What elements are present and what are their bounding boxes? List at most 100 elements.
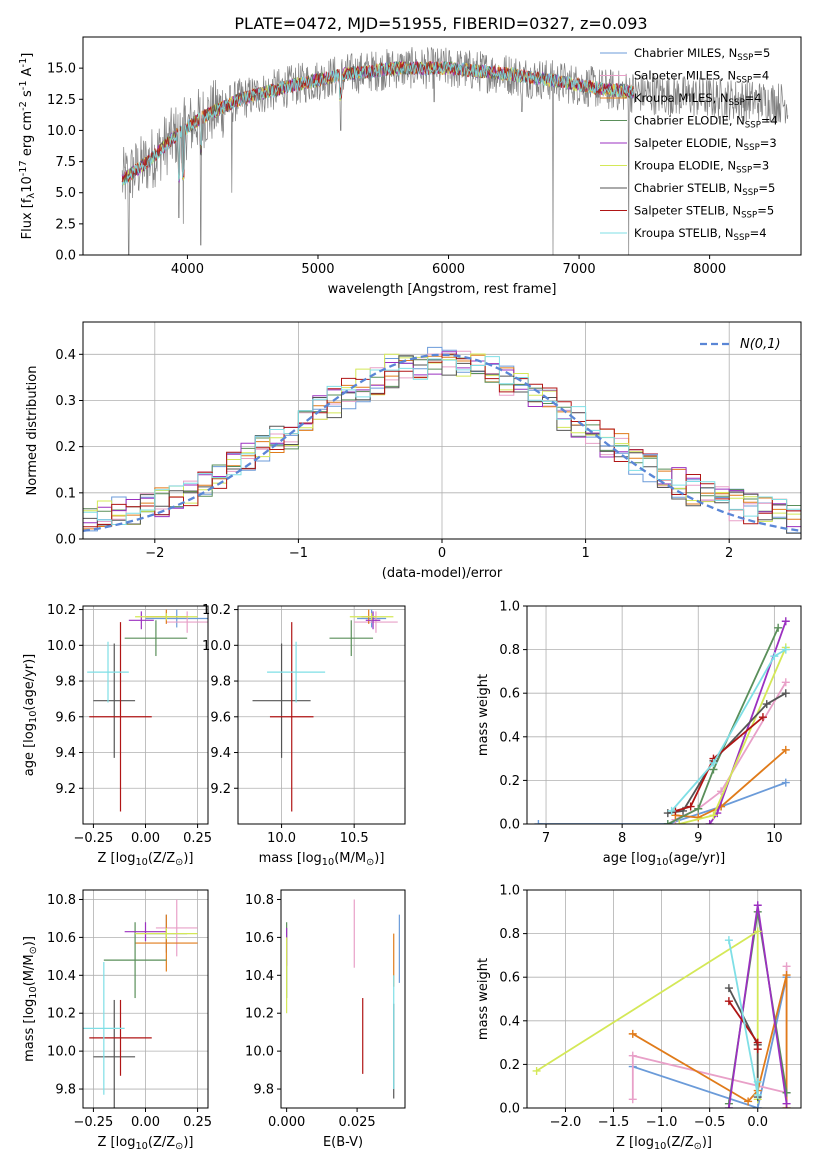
y-tick-label: 10.6 <box>47 931 76 946</box>
series-marker <box>758 713 767 722</box>
y-tick-label: 10.2 <box>245 1007 274 1022</box>
panel-mass_vs_ebv: 0.000 0.025 9.8 10.0 10.2 10.4 10.6 10.8 E(B-V) <box>245 889 406 1150</box>
legend: Chabrier MILES, NSSP​=5 Salpeter MILES, N… <box>600 46 778 243</box>
x-tick-label: 2 <box>725 546 733 561</box>
series-marker <box>762 700 771 709</box>
data-point <box>124 620 188 657</box>
y-axis-label: mass weight <box>476 674 491 756</box>
legend-entry: Kroupa MILES, NSSP​=4 <box>634 91 762 108</box>
plot-area <box>87 609 208 812</box>
x-tick-label: −0.25 <box>73 1115 113 1130</box>
legend-entry: Salpeter STELIB, NSSP​=5 <box>634 204 774 221</box>
data-point <box>269 622 314 812</box>
y-tick-label: 9.8 <box>210 675 231 690</box>
y-tick-label: 10.0 <box>202 639 231 654</box>
weight-series <box>724 936 762 1099</box>
data-point <box>252 643 311 758</box>
data-point <box>267 641 326 703</box>
y-tick-label: 10.0 <box>47 639 76 654</box>
data-point <box>155 899 198 957</box>
x-tick-label: 5000 <box>301 262 334 277</box>
y-tick-label: 9.4 <box>210 746 231 761</box>
gaussian-curve <box>83 353 801 533</box>
series-marker <box>781 678 790 687</box>
x-tick-label: 0.025 <box>338 1115 375 1130</box>
y-tick-label: 0.8 <box>499 643 520 658</box>
series-marker <box>724 997 733 1006</box>
data-point <box>128 611 154 630</box>
y-tick-label: 9.2 <box>55 782 76 797</box>
x-tick-label: −1 <box>289 546 308 561</box>
axes-frame <box>82 36 802 256</box>
series-line <box>538 781 787 824</box>
weight-series <box>675 643 790 824</box>
series-marker <box>782 1088 791 1097</box>
series-marker <box>705 820 714 824</box>
y-tick-label: 0.0 <box>499 1102 520 1117</box>
legend: N(0,1) <box>700 337 781 352</box>
series-marker <box>770 652 779 661</box>
series-marker <box>675 820 684 824</box>
series-marker <box>753 1045 762 1054</box>
series-marker <box>774 623 783 632</box>
x-tick-label: −0.25 <box>73 831 113 846</box>
figure-title: PLATE=0472, MJD=51955, FIBERID=0327, z=0… <box>234 14 647 33</box>
panel-age_vs_mass: 10.0 10.5 9.2 9.4 9.6 9.8 10.0 10.2 mass [log10​… <box>202 603 406 868</box>
y-tick-label: 10.2 <box>202 603 231 618</box>
data-point <box>103 922 167 999</box>
series-marker <box>781 617 790 626</box>
series-marker <box>694 813 703 822</box>
residual-histogram <box>83 356 801 539</box>
y-tick-label: 1.0 <box>499 884 520 899</box>
y-axis-label: mass weight <box>476 958 491 1040</box>
y-tick-label: 0.6 <box>499 971 520 986</box>
y-tick-label: 10.0 <box>47 124 76 139</box>
y-axis-label: age [log10​(age/yr)] <box>22 654 39 777</box>
x-axis-label: Z [log10​(Z/Z⊙​)] <box>98 851 194 868</box>
y-tick-label: 5.0 <box>55 186 76 201</box>
weight-series <box>667 645 790 815</box>
legend-entry: Kroupa ELODIE, NSSP​=3 <box>634 159 769 176</box>
series-marker <box>782 971 791 980</box>
x-tick-label: 0.0 <box>747 1115 768 1130</box>
series-marker <box>782 1099 791 1108</box>
series-marker <box>724 984 733 993</box>
legend-entry: Kroupa STELIB, NSSP​=4 <box>634 226 767 243</box>
x-axis-label: E(B-V) <box>323 1135 363 1150</box>
series-marker <box>628 1095 637 1104</box>
weight-series <box>724 901 791 1108</box>
y-tick-label: 0.1 <box>55 486 76 501</box>
y-tick-label: 0.2 <box>499 1058 520 1073</box>
plot-area <box>83 899 198 1108</box>
y-tick-label: 0.6 <box>499 687 520 702</box>
data-point <box>83 962 125 1095</box>
data-point <box>365 611 381 630</box>
y-tick-label: 0.4 <box>55 348 76 363</box>
series-marker <box>628 1029 637 1038</box>
data-point <box>329 620 374 657</box>
legend-entry: Chabrier STELIB, NSSP​=5 <box>634 181 775 198</box>
y-tick-label: 2.5 <box>55 217 76 232</box>
y-tick-label: 12.5 <box>47 93 76 108</box>
y-tick-label: 0.0 <box>55 249 76 264</box>
legend-entry: Salpeter ELODIE, NSSP​=3 <box>634 136 777 153</box>
x-tick-label: 7000 <box>563 262 596 277</box>
x-tick-label: 0 <box>438 546 446 561</box>
axes-frame <box>526 605 802 825</box>
x-tick-label: −1.5 <box>598 1115 630 1130</box>
y-tick-label: 10.2 <box>47 603 76 618</box>
data-point <box>124 922 167 942</box>
y-axis-label: mass [log10​(M/M⊙​)] <box>22 936 39 1062</box>
x-axis-label: Z [log10​(Z/Z⊙​)] <box>616 1135 712 1152</box>
x-tick-label: 8000 <box>693 262 726 277</box>
data-point <box>354 611 398 633</box>
panel-residuals: −2 −1 0 1 2 0.0 0.1 0.2 0.3 0.4 (data-model)/error… <box>25 321 802 581</box>
series-line <box>667 627 780 824</box>
y-tick-label: 1.0 <box>499 600 520 615</box>
x-axis-label: age [log10​(age/yr)] <box>603 851 726 868</box>
weight-series <box>671 745 790 822</box>
series-marker <box>724 936 733 945</box>
plot-area <box>252 609 398 812</box>
x-axis-label: wavelength [Angstrom, rest frame] <box>328 282 557 297</box>
